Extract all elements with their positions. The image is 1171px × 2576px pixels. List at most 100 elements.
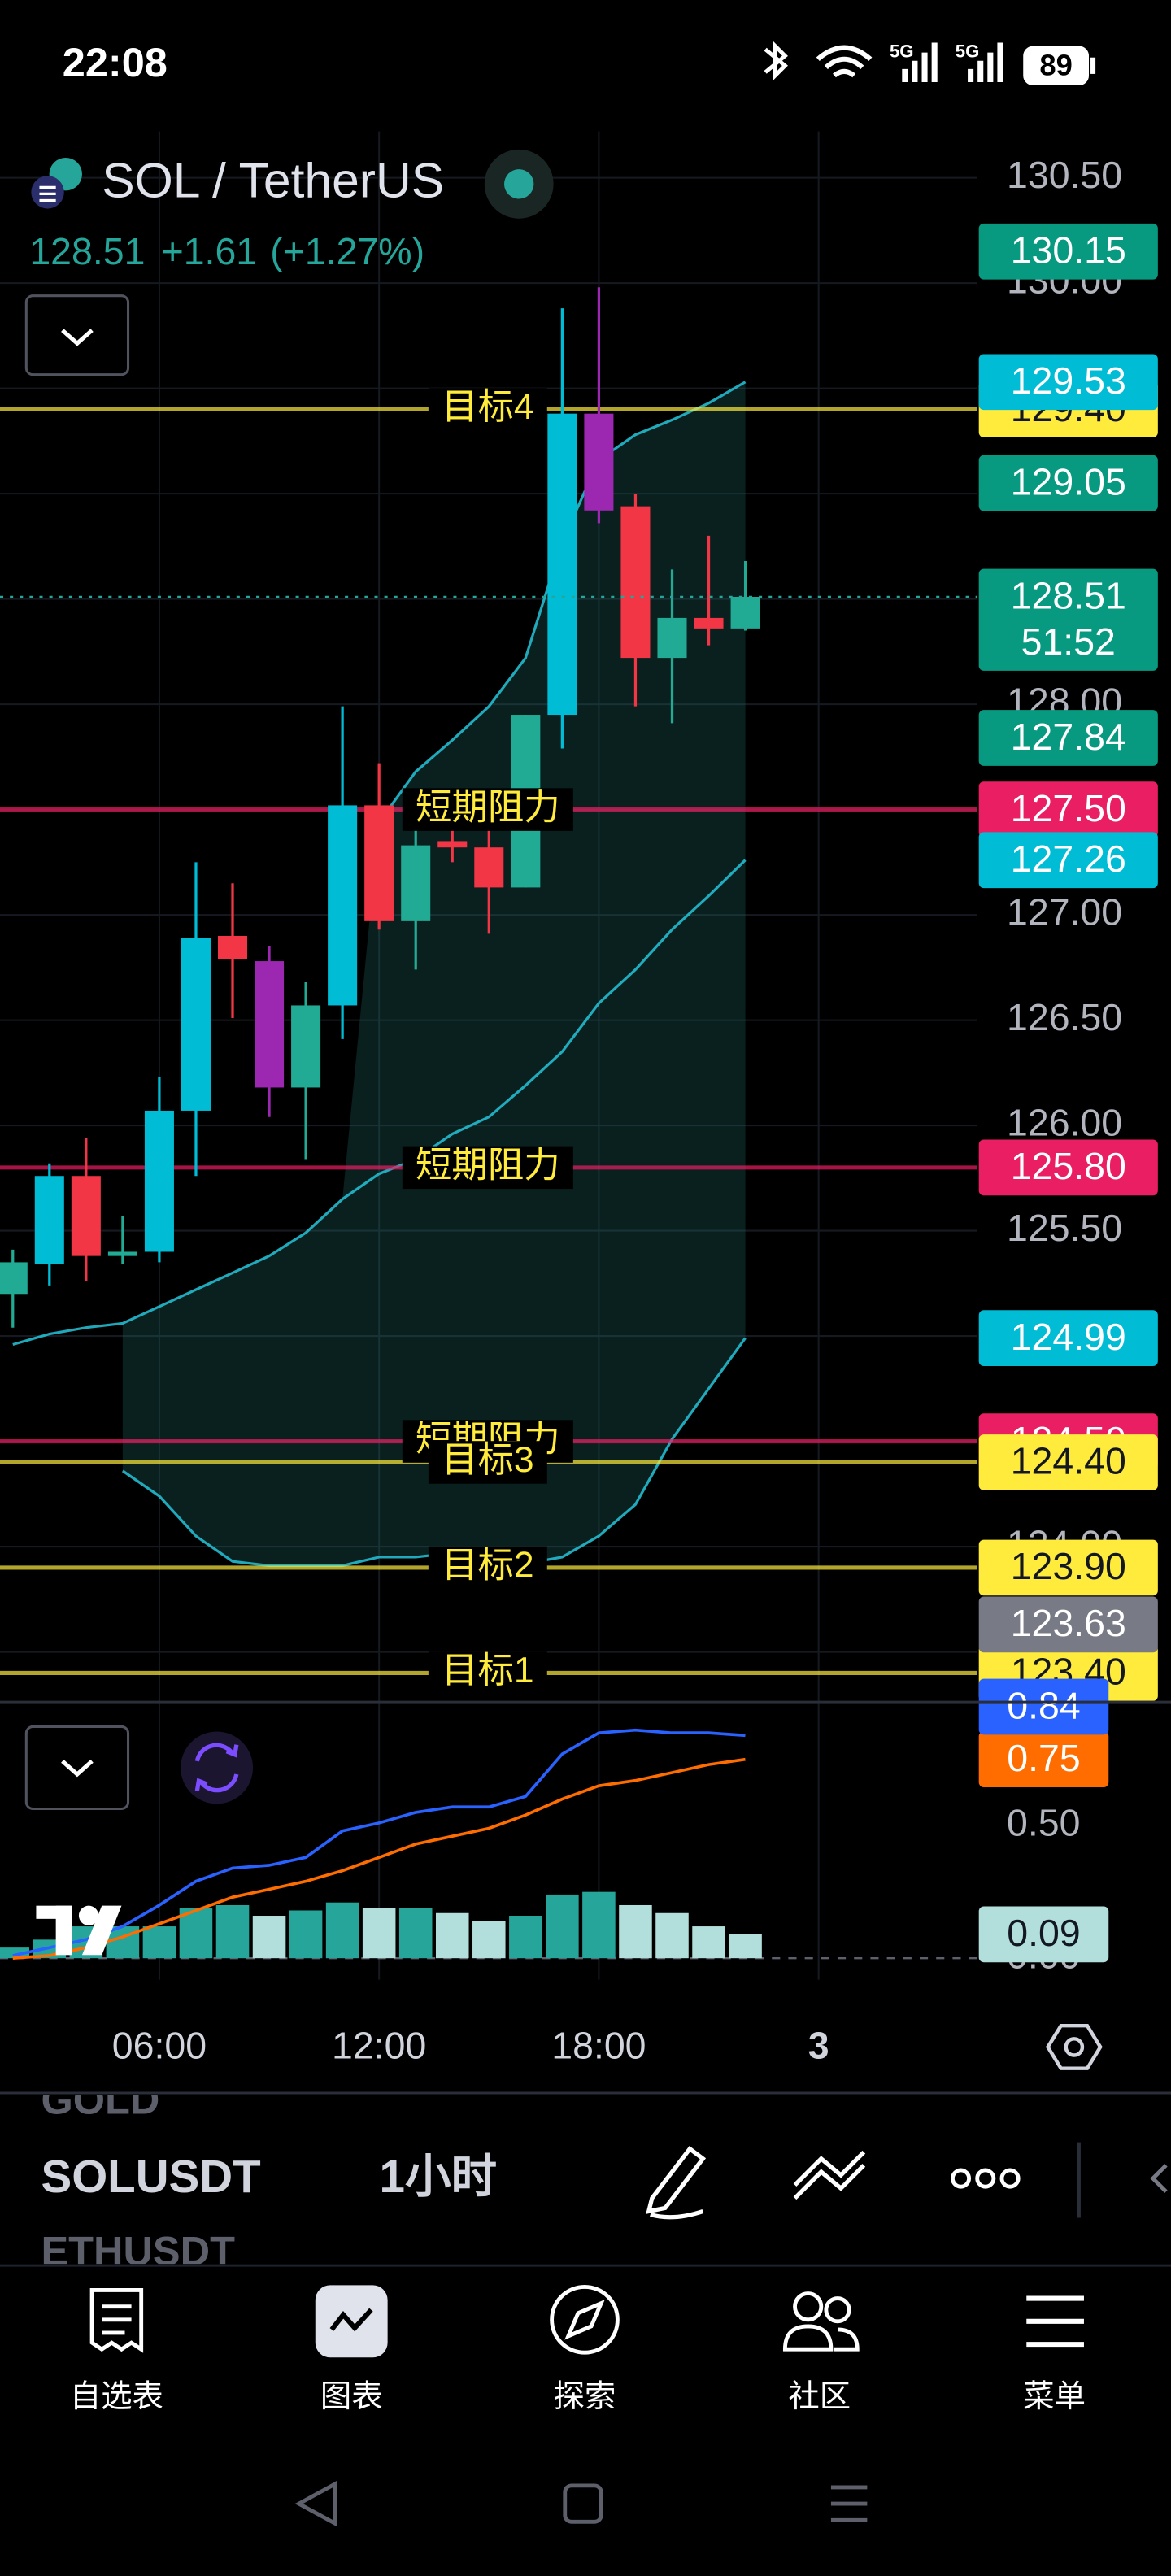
price-badge	[978, 1906, 1109, 1963]
refresh-button[interactable]	[181, 1731, 254, 1804]
network-label: 5G	[890, 41, 914, 62]
candle-body	[0, 1262, 28, 1295]
price-badge-label: 128.51	[1011, 574, 1126, 616]
price-badge-label: 0.75	[1007, 1737, 1080, 1779]
candle-body	[730, 597, 760, 629]
price-badge	[978, 1310, 1158, 1367]
indicator-collapse-button[interactable]	[24, 1725, 130, 1810]
histogram-bar	[325, 1902, 359, 1959]
indicator-line	[12, 1757, 746, 1960]
price-badge-label: 0.09	[1007, 1912, 1080, 1954]
histogram-bar	[729, 1934, 762, 1959]
collapse-button[interactable]	[24, 294, 130, 376]
band-line	[12, 859, 747, 1347]
last-price: 128.51	[29, 230, 145, 272]
candle-body	[620, 506, 651, 659]
draw-tool-button[interactable]	[646, 2146, 707, 2220]
chevron-icon	[61, 329, 94, 346]
candle-body	[657, 617, 687, 659]
histogram-bar	[362, 1908, 396, 1959]
level-label: 目标2	[442, 1546, 534, 1586]
x-tick-label: 18:00	[551, 2025, 646, 2067]
nav-menu[interactable]: 菜单	[1023, 2295, 1086, 2414]
histogram-bar	[435, 1912, 469, 1959]
level-label: 目标4	[442, 387, 534, 427]
signal-icon	[968, 42, 1003, 83]
histogram-bar	[215, 1904, 250, 1959]
candle-body	[34, 1176, 64, 1265]
candle-body	[71, 1176, 101, 1256]
candle-body	[364, 805, 394, 921]
price-badge-label: 124.40	[1011, 1440, 1126, 1482]
y-tick-label: 127.00	[1007, 890, 1122, 933]
price-badge	[978, 568, 1158, 671]
price-change: +1.61	[162, 230, 258, 272]
histogram-bar	[546, 1894, 579, 1959]
price-badge-label: 130.15	[1011, 229, 1126, 272]
level-label-bg	[402, 1146, 573, 1190]
histogram-bar	[179, 1908, 213, 1959]
histogram-bar	[0, 1947, 30, 1959]
nav-label: 社区	[788, 2379, 851, 2414]
histogram-bar	[472, 1921, 506, 1959]
level-label: 目标3	[442, 1440, 534, 1480]
home-button[interactable]	[563, 2483, 603, 2524]
symbol-option[interactable]: GOLD	[41, 2076, 159, 2122]
refresh-icon	[194, 1743, 239, 1793]
candle-body	[291, 1005, 321, 1088]
interval-selector[interactable]: 1小时	[380, 2151, 498, 2202]
level-label-bg	[428, 1546, 547, 1590]
candle-body	[217, 935, 248, 959]
status-bar: 22:08 5G 5G 89	[63, 39, 1096, 86]
level-label: 短期阻力	[416, 1146, 560, 1186]
y-tick-label: 125.50	[1007, 1207, 1122, 1249]
nav-label: 图表	[320, 2379, 383, 2414]
nav-label: 菜单	[1023, 2379, 1086, 2414]
price-badge	[978, 223, 1158, 280]
bluetooth-icon	[764, 41, 788, 80]
price-badge-label: 123.63	[1011, 1602, 1126, 1644]
nav-watchlist[interactable]: 自选表	[70, 2288, 163, 2414]
nav-label: 探索	[554, 2379, 616, 2414]
candle-body	[144, 1110, 174, 1252]
candle-body	[401, 845, 431, 921]
nav-explore[interactable]: 探索	[550, 2284, 620, 2414]
x-tick-label: 06:00	[112, 2025, 207, 2067]
battery-icon	[1023, 46, 1090, 86]
more-button[interactable]	[950, 2168, 1021, 2189]
band-fill	[122, 381, 746, 1566]
candle-body	[547, 413, 577, 716]
y-tick-label: 130.50	[1007, 154, 1122, 196]
nav-chart[interactable]: 图表	[315, 2285, 388, 2414]
symbol-option[interactable]: ETHUSDT	[41, 2227, 235, 2274]
price-badge	[978, 781, 1158, 838]
level-label-bg	[428, 388, 547, 431]
recents-button[interactable]	[830, 2485, 868, 2522]
line-tool-button[interactable]	[793, 2150, 866, 2200]
candle-body	[255, 961, 285, 1088]
current-symbol[interactable]: SOLUSDT	[41, 2151, 260, 2202]
histogram-bar	[398, 1908, 433, 1959]
level-label-bg	[428, 1441, 547, 1484]
y-tick-label: 0.50	[1007, 1801, 1080, 1843]
nav-community[interactable]: 社区	[782, 2291, 860, 2414]
price-badge	[978, 1596, 1158, 1653]
candle-body	[694, 617, 724, 629]
scroll-left-button[interactable]	[1150, 2164, 1168, 2193]
back-button[interactable]	[294, 2480, 337, 2527]
time-axis: 06:00 12:00 18:00 3	[112, 2025, 829, 2067]
chevron-icon	[61, 1759, 94, 1778]
symbol-logo-lines	[39, 185, 56, 202]
price-badge	[978, 455, 1158, 511]
price-badge-label: 127.84	[1011, 716, 1126, 758]
settings-button[interactable]	[1045, 2023, 1103, 2070]
price-badge-label: 0.84	[1007, 1684, 1080, 1726]
symbol-name[interactable]: SOL / TetherUS	[102, 152, 444, 207]
price-badge	[978, 1539, 1158, 1596]
indicator-line	[12, 1728, 746, 1957]
candle-body	[474, 847, 504, 888]
signal-icon	[902, 42, 938, 83]
symbol-logo-badge	[31, 176, 64, 209]
price-line: 128.51 +1.61 (+1.27%)	[29, 230, 424, 272]
